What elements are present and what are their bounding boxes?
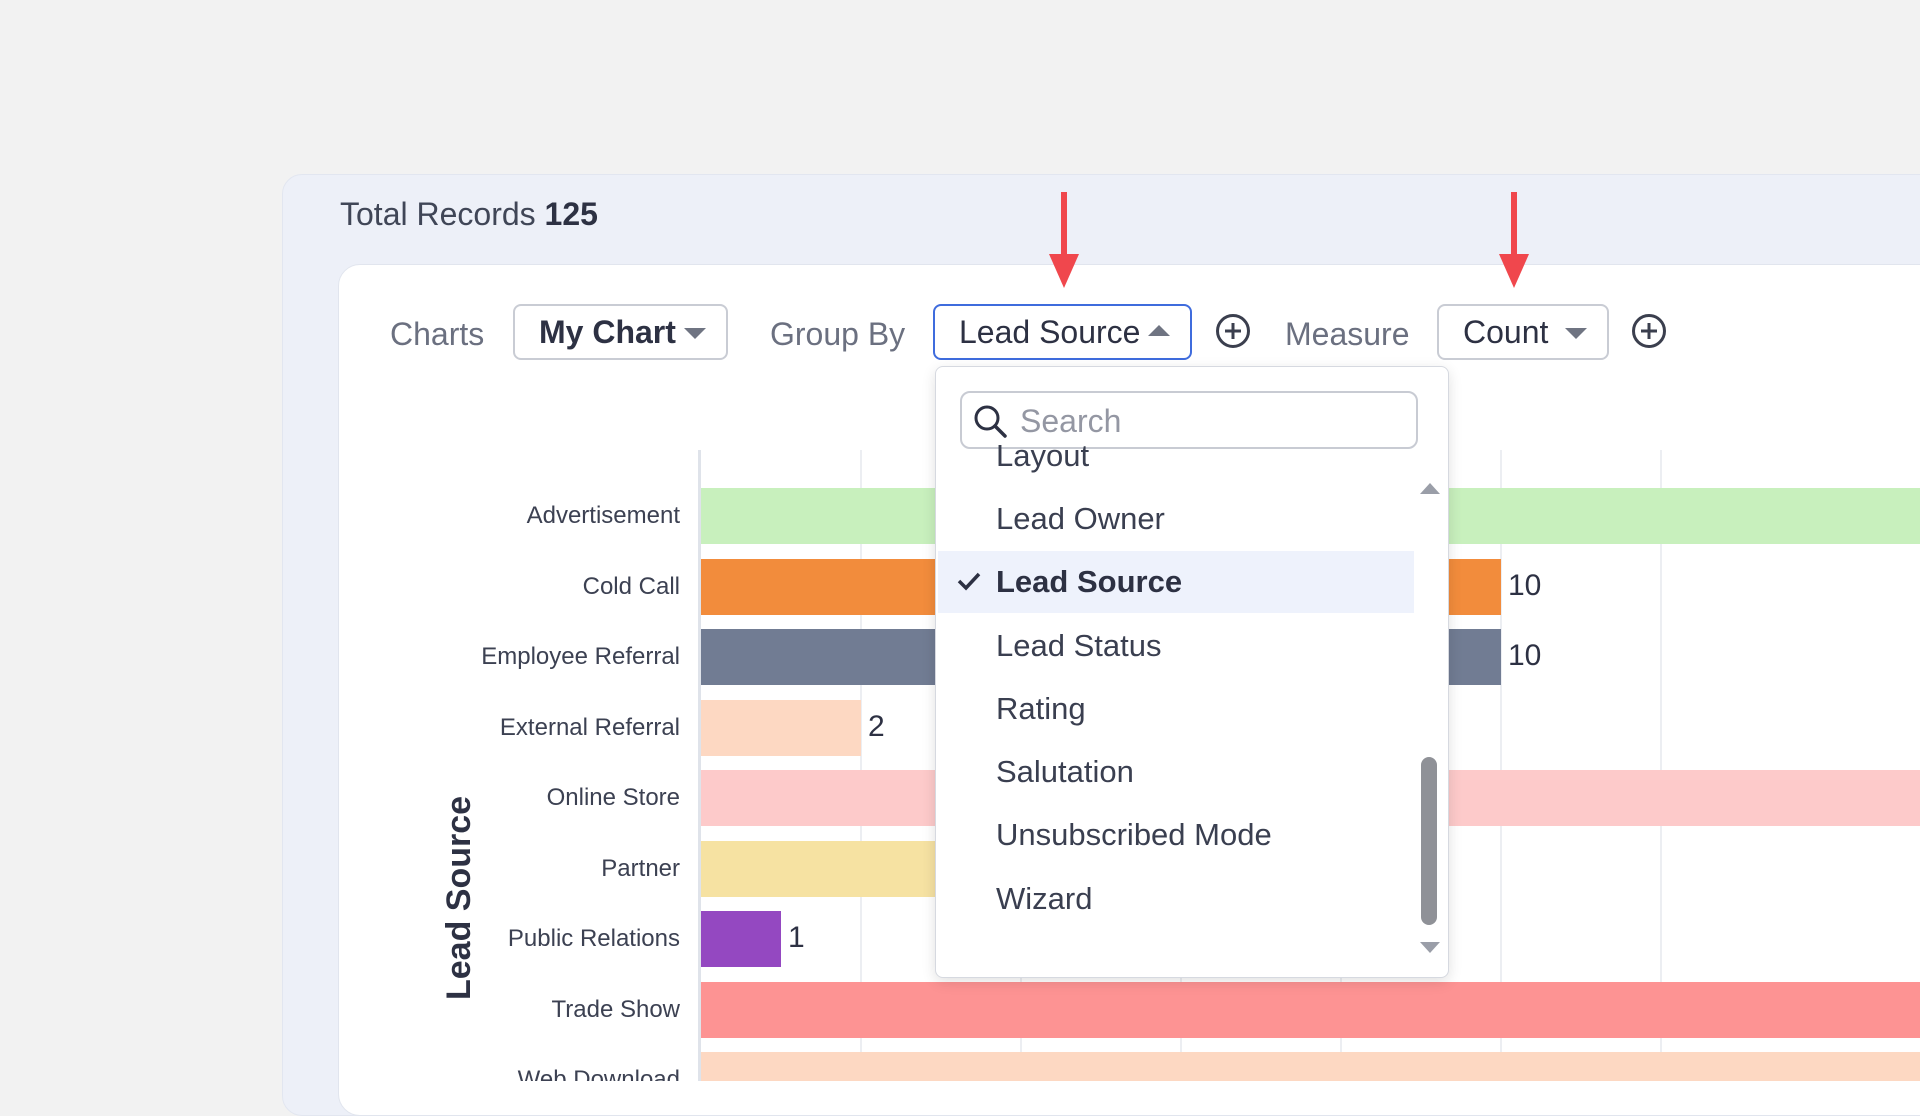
- total-records: Total Records 125: [340, 196, 598, 233]
- scrollbar-thumb[interactable]: [1421, 757, 1437, 925]
- menu-item[interactable]: Rating: [938, 678, 1414, 740]
- gridline: [1500, 450, 1502, 1081]
- charts-label: Charts: [390, 316, 485, 352]
- data-label: 2: [868, 709, 885, 743]
- menu-item[interactable]: Lead Owner: [938, 488, 1414, 550]
- group-by-dropdown[interactable]: Lead Source: [933, 304, 1192, 360]
- gridline: [860, 450, 862, 1081]
- measure-dropdown[interactable]: Count: [1437, 304, 1609, 360]
- data-label: 10: [1508, 568, 1542, 602]
- total-records-value: 125: [544, 196, 598, 232]
- data-label: 10: [1508, 639, 1542, 672]
- bar[interactable]: [701, 911, 781, 967]
- data-label: 1: [788, 921, 805, 954]
- group-by-dropdown-value: Lead Source: [959, 313, 1141, 350]
- annotation-arrow-icon: [1499, 192, 1529, 288]
- category-label: Advertisement: [526, 502, 680, 529]
- menu-item-label: Rating: [996, 691, 1086, 726]
- measure-dropdown-value: Count: [1463, 313, 1549, 350]
- category-label: Public Relations: [507, 925, 680, 952]
- chevron-down-icon: [684, 328, 706, 339]
- chevron-down-icon: [1565, 328, 1587, 339]
- add-group-by-button[interactable]: [1216, 314, 1250, 348]
- charts-dropdown[interactable]: My Chart: [513, 304, 728, 360]
- checkmark-icon: [957, 572, 981, 591]
- menu-item[interactable]: Lead Status: [938, 615, 1414, 677]
- chevron-up-icon: [1148, 325, 1170, 336]
- search-icon: [974, 405, 1007, 438]
- charts-dropdown-value: My Chart: [539, 313, 676, 350]
- menu-item-label: Unsubscribed Mode: [996, 817, 1272, 852]
- measure-label: Measure: [1285, 316, 1410, 352]
- category-label: Web Download: [517, 1066, 680, 1081]
- category-label: Partner: [601, 854, 680, 882]
- search-input[interactable]: [1018, 401, 1402, 441]
- menu-item-label: Lead Source: [996, 564, 1183, 599]
- menu-item-label: Lead Status: [996, 628, 1162, 663]
- group-by-menu: Layout Lead Owner Lead Source Lead Status Ra…: [935, 366, 1449, 978]
- y-axis-line: [698, 450, 701, 1081]
- menu-item-label: Salutation: [996, 754, 1134, 789]
- menu-item[interactable]: Lead Source: [938, 551, 1414, 613]
- add-measure-button[interactable]: [1632, 314, 1666, 348]
- category-label: Trade Show: [551, 995, 680, 1023]
- group-by-label: Group By: [770, 316, 906, 352]
- category-label: Online Store: [546, 784, 680, 811]
- annotation-arrow-icon: [1049, 192, 1079, 288]
- y-axis-title: Lead Source: [440, 795, 478, 1000]
- category-label: Employee Referral: [481, 643, 680, 670]
- category-label: External Referral: [499, 713, 680, 741]
- menu-item[interactable]: Salutation: [938, 741, 1414, 803]
- bar[interactable]: [701, 981, 1920, 1038]
- search-box: [960, 391, 1418, 449]
- menu-item[interactable]: Layout: [938, 425, 1414, 487]
- menu-item[interactable]: Unsubscribed Mode: [938, 804, 1414, 866]
- menu-item-label: Lead Owner: [996, 501, 1165, 536]
- category-label: Cold Call: [582, 572, 680, 600]
- bar[interactable]: [701, 699, 861, 756]
- menu-item-label: Wizard: [996, 881, 1093, 916]
- menu-item[interactable]: Wizard: [938, 868, 1414, 930]
- scroll-up-arrow-icon[interactable]: [1420, 483, 1440, 494]
- menu-item-label: Layout: [996, 438, 1090, 473]
- total-records-label: Total Records: [340, 196, 536, 232]
- gridline: [1660, 450, 1662, 1081]
- bar[interactable]: [701, 1052, 1920, 1081]
- scroll-down-arrow-icon[interactable]: [1420, 942, 1440, 953]
